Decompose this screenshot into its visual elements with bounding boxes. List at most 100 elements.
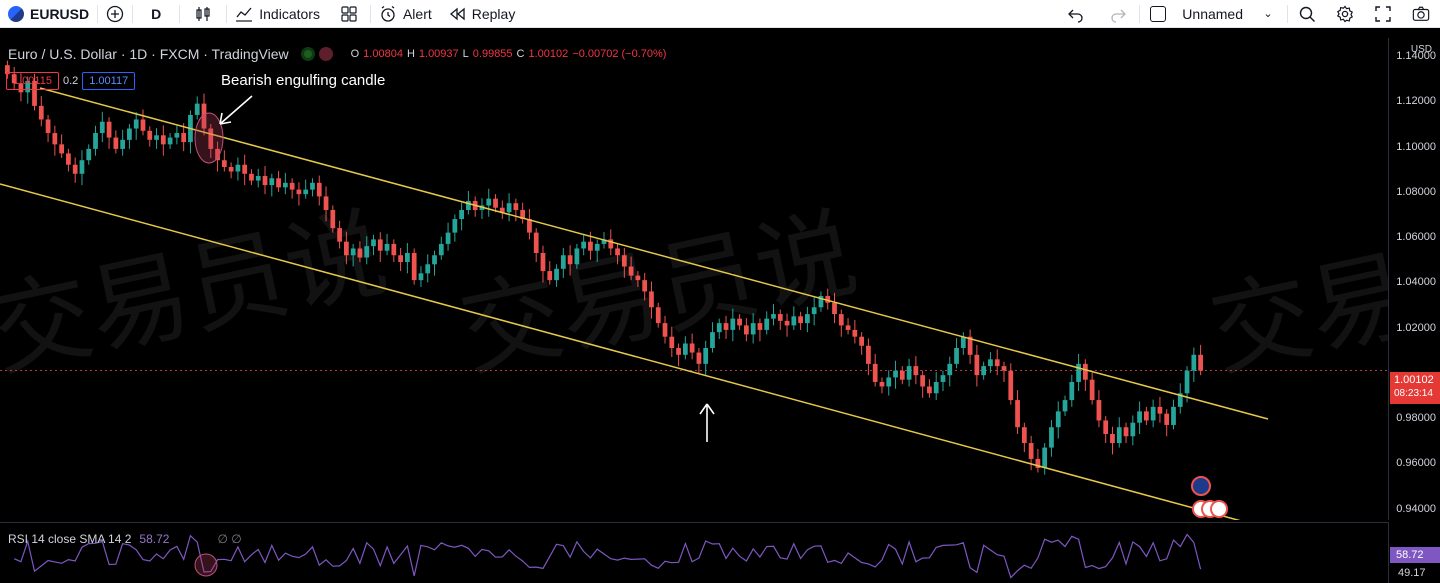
sell-price-button[interactable]: 1.00115 bbox=[6, 72, 59, 90]
candle-body bbox=[255, 176, 261, 181]
candle-body bbox=[771, 314, 776, 319]
candle-body bbox=[432, 255, 437, 265]
candle-body bbox=[201, 103, 207, 129]
candle-body bbox=[1042, 447, 1048, 468]
symbol-search-button[interactable]: EURUSD bbox=[0, 0, 97, 28]
undo-button[interactable] bbox=[1055, 0, 1097, 28]
candle-body bbox=[981, 366, 987, 376]
candle-body bbox=[554, 268, 559, 281]
rsi-title[interactable]: RSI 14 close SMA 14 2 bbox=[8, 532, 132, 546]
candle-body bbox=[960, 336, 966, 349]
camera-icon bbox=[1412, 5, 1430, 23]
channel-upper-line bbox=[39, 87, 1269, 420]
candle-body bbox=[1035, 458, 1041, 468]
settings-button[interactable] bbox=[1326, 0, 1364, 28]
watermark-text: 交易员说 bbox=[1201, 197, 1388, 390]
candle-body bbox=[1191, 354, 1197, 371]
fullscreen-button[interactable] bbox=[1364, 0, 1402, 28]
candle-body bbox=[140, 119, 146, 131]
price-tick-label: 1.10000 bbox=[1396, 140, 1436, 153]
candle-body bbox=[323, 196, 329, 210]
candle-body bbox=[459, 209, 464, 220]
buy-price-button[interactable]: 1.00117 bbox=[82, 72, 136, 90]
candlestick-chart[interactable]: 交易员说 交易员说 交易员说 bbox=[0, 38, 1440, 523]
indicators-icon bbox=[235, 5, 253, 23]
candle-body bbox=[384, 243, 390, 251]
channel-lower-line bbox=[0, 183, 1246, 523]
price-tick-label: 0.96000 bbox=[1396, 457, 1436, 470]
candle-body bbox=[513, 203, 519, 210]
candle-body bbox=[79, 160, 85, 174]
candle-body bbox=[872, 363, 878, 382]
candle-body bbox=[676, 348, 681, 355]
candle-body bbox=[994, 359, 1000, 367]
chart-pane[interactable]: 交易员说 交易员说 交易员说 bbox=[0, 38, 1440, 523]
candle-body bbox=[1103, 420, 1109, 435]
layout-menu-button[interactable]: Unnamed ⌄ bbox=[1140, 0, 1287, 28]
chart-type-button[interactable] bbox=[180, 0, 226, 28]
candle-body bbox=[1123, 427, 1129, 437]
candle-body bbox=[886, 377, 892, 387]
rsi-axis-value: 49.17 bbox=[1398, 567, 1426, 579]
candle-body bbox=[574, 248, 580, 265]
candle-body bbox=[72, 164, 78, 174]
candle-body bbox=[93, 133, 98, 149]
replay-button[interactable]: Replay bbox=[440, 0, 524, 28]
search-button[interactable] bbox=[1288, 0, 1326, 28]
candle-body bbox=[662, 323, 668, 337]
snapshot-button[interactable] bbox=[1402, 0, 1440, 28]
candle-body bbox=[730, 318, 736, 330]
candle-body bbox=[615, 248, 620, 256]
symbol-title[interactable]: Euro / U.S. Dollar · 1D · FXCM · Trading… bbox=[8, 46, 289, 62]
rsi-legend: RSI 14 close SMA 14 2 58.72 ∅ ∅ bbox=[8, 532, 242, 546]
economic-event-icon bbox=[1210, 500, 1228, 518]
price-tick-label: 0.98000 bbox=[1396, 412, 1436, 425]
candle-body bbox=[445, 232, 451, 244]
candle-body bbox=[825, 295, 831, 303]
candle-body bbox=[716, 323, 722, 333]
candle-body bbox=[947, 363, 953, 376]
add-icon bbox=[106, 5, 124, 23]
redo-button[interactable] bbox=[1097, 0, 1139, 28]
price-tick-label: 0.94000 bbox=[1396, 502, 1436, 515]
candle-body bbox=[1198, 354, 1203, 371]
price-axis[interactable]: USD 1.14000 1.12000 1.10000 1.08000 1.06000 1… bbox=[1388, 38, 1440, 520]
currency-selector[interactable]: USD bbox=[1410, 44, 1432, 55]
candle-body bbox=[486, 198, 492, 206]
candle-body bbox=[1082, 363, 1088, 380]
candle-body bbox=[289, 182, 295, 190]
candle-body bbox=[642, 280, 648, 292]
market-status bbox=[300, 47, 333, 61]
candle-body bbox=[920, 375, 926, 387]
candle-body bbox=[499, 207, 505, 213]
candle-body bbox=[221, 160, 227, 167]
candle-body bbox=[452, 219, 458, 233]
candle-body bbox=[784, 320, 790, 326]
toolbar-divider bbox=[179, 4, 181, 23]
rsi-pane[interactable] bbox=[0, 522, 1388, 583]
candle-body bbox=[1055, 411, 1061, 428]
price-tick-label: 1.08000 bbox=[1396, 185, 1436, 198]
annotation-label[interactable]: Bearish engulfing candle bbox=[221, 72, 386, 89]
alert-button[interactable]: Alert bbox=[371, 0, 440, 28]
candle-body bbox=[296, 189, 302, 195]
candle-body bbox=[1110, 434, 1115, 444]
candle-body bbox=[99, 121, 105, 134]
interval-button[interactable]: D bbox=[133, 0, 179, 28]
data-delay-icon bbox=[318, 47, 333, 61]
candle-body bbox=[167, 137, 173, 145]
candle-body bbox=[710, 332, 715, 349]
candle-body bbox=[879, 381, 885, 387]
candle-body bbox=[1021, 427, 1027, 444]
indicators-button[interactable]: Indicators bbox=[227, 0, 328, 28]
candle-body bbox=[1150, 406, 1156, 421]
candle-body bbox=[113, 137, 119, 149]
candle-body bbox=[330, 209, 336, 229]
compare-button[interactable] bbox=[98, 0, 132, 28]
settings-icon bbox=[1336, 5, 1354, 23]
candle-body bbox=[1076, 363, 1081, 382]
candle-body bbox=[913, 366, 919, 376]
templates-button[interactable] bbox=[328, 0, 370, 28]
candle-body bbox=[133, 119, 139, 129]
candle-body bbox=[1096, 400, 1102, 421]
